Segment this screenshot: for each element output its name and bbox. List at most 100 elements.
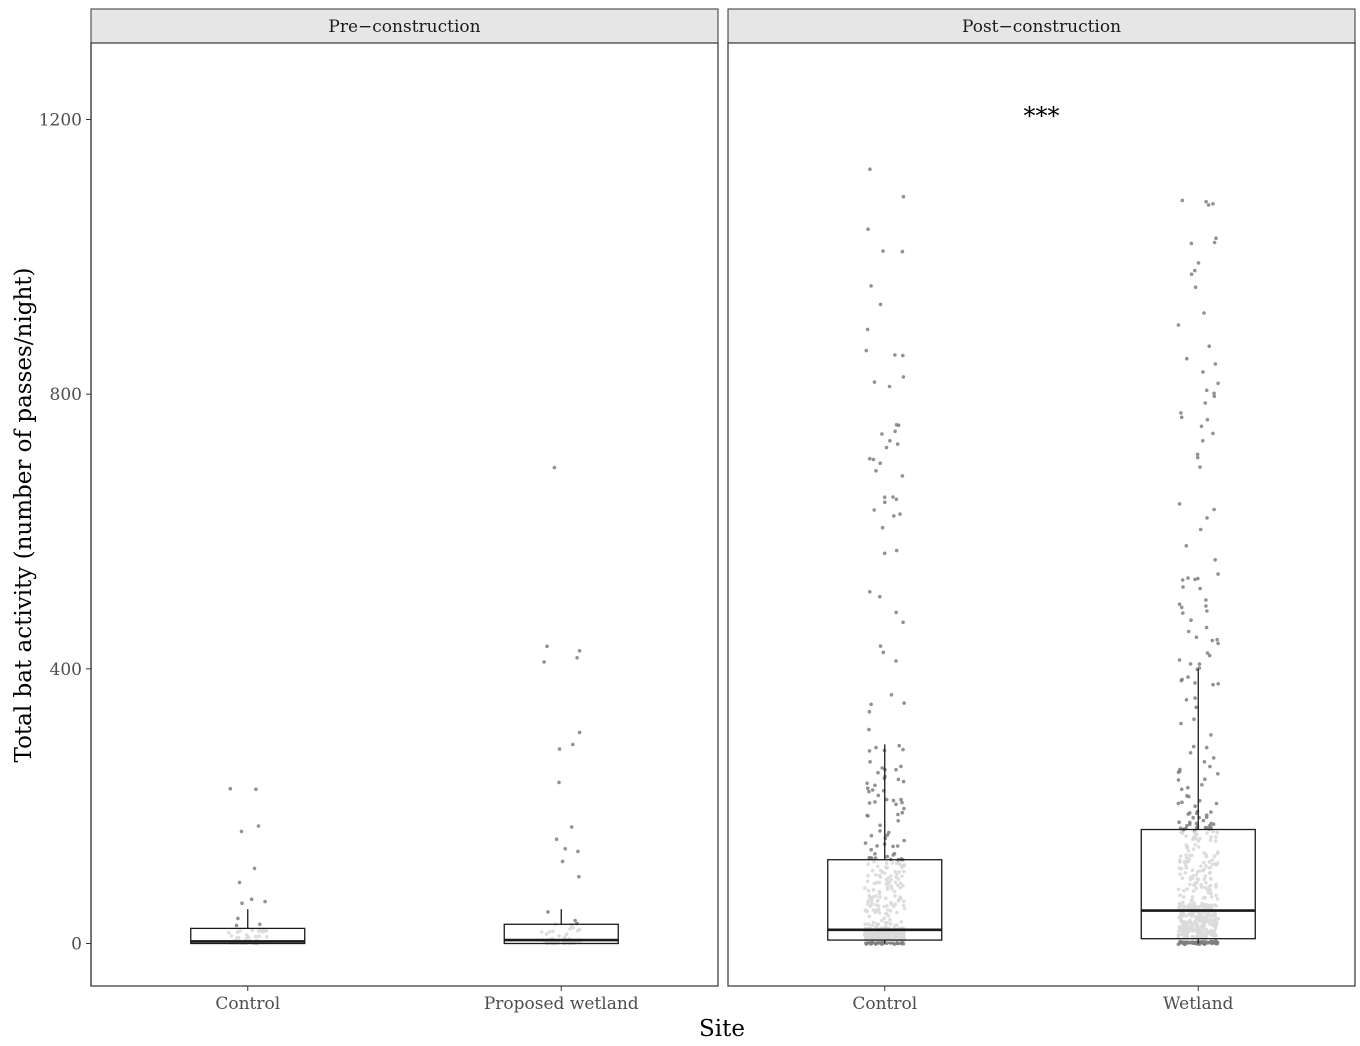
data-point	[545, 644, 549, 649]
data-point	[1205, 516, 1209, 520]
data-point	[901, 903, 906, 908]
data-point	[1209, 876, 1213, 881]
boxplot-control	[827, 744, 943, 944]
data-point	[1184, 834, 1188, 838]
data-point	[896, 819, 900, 823]
data-point	[890, 861, 895, 865]
data-point	[900, 810, 905, 815]
data-point	[1181, 900, 1185, 904]
data-point	[1176, 887, 1181, 892]
data-point	[1214, 922, 1219, 927]
data-point	[1205, 831, 1209, 835]
data-point	[873, 783, 877, 788]
data-point	[875, 844, 879, 848]
data-point	[259, 929, 263, 933]
data-point	[886, 876, 890, 880]
data-point	[1212, 854, 1217, 859]
data-point	[1180, 198, 1185, 203]
data-point	[1212, 391, 1216, 396]
data-point	[881, 249, 885, 253]
data-point	[1211, 431, 1215, 436]
data-point	[1191, 744, 1196, 749]
data-point	[1177, 502, 1182, 506]
data-point	[1201, 818, 1206, 823]
data-point	[893, 880, 898, 885]
data-point	[874, 469, 878, 473]
data-point	[1209, 825, 1213, 830]
data-point	[864, 935, 868, 939]
data-point	[896, 777, 901, 782]
data-point	[1194, 635, 1199, 639]
data-point	[1177, 820, 1181, 824]
x-tick-label: Wetland	[1163, 994, 1234, 1014]
data-point	[889, 878, 894, 882]
data-point	[1186, 941, 1190, 945]
data-point	[894, 610, 898, 615]
data-point	[1189, 272, 1194, 277]
data-point	[884, 911, 888, 916]
data-point	[1206, 891, 1211, 895]
data-point	[1183, 920, 1188, 924]
data-point	[880, 432, 884, 436]
data-point	[901, 883, 905, 888]
data-point	[235, 930, 240, 934]
data-point	[894, 872, 899, 877]
data-point	[876, 793, 881, 798]
data-point	[902, 869, 906, 874]
data-point	[1207, 885, 1211, 889]
data-point	[897, 743, 901, 748]
data-point	[1180, 677, 1184, 682]
data-point	[886, 930, 891, 935]
data-point	[1191, 904, 1195, 908]
data-point	[577, 874, 581, 879]
data-point	[1191, 815, 1195, 820]
data-point	[1196, 576, 1200, 581]
data-point	[870, 788, 875, 792]
data-point	[1211, 756, 1216, 760]
data-point	[546, 910, 550, 914]
data-point	[239, 829, 244, 834]
data-point	[894, 423, 899, 427]
data-point	[1189, 940, 1193, 945]
data-point	[885, 854, 890, 859]
data-point	[1194, 837, 1198, 841]
data-point	[575, 928, 580, 933]
data-point	[900, 249, 905, 254]
data-point	[1200, 903, 1204, 908]
data-point	[1212, 240, 1217, 245]
data-point	[1208, 905, 1213, 909]
data-point	[902, 899, 906, 903]
data-point	[878, 594, 882, 599]
data-point	[869, 833, 874, 838]
data-point	[1203, 825, 1208, 830]
data-point	[1204, 199, 1208, 204]
data-point	[568, 926, 572, 931]
data-point	[1214, 904, 1218, 908]
data-point	[878, 875, 883, 879]
data-point	[866, 873, 870, 878]
data-point	[877, 891, 882, 896]
data-point	[889, 693, 894, 697]
data-point	[1213, 362, 1218, 366]
data-point	[1178, 854, 1183, 858]
data-point	[573, 918, 577, 923]
points-layer	[227, 167, 1220, 947]
data-point	[1192, 717, 1196, 721]
data-point	[1188, 662, 1193, 666]
data-point	[1194, 922, 1199, 927]
data-point	[557, 934, 561, 938]
data-point	[1213, 558, 1217, 562]
data-point	[1212, 507, 1216, 512]
data-point	[1208, 913, 1212, 918]
data-point	[577, 730, 582, 735]
data-point	[1188, 918, 1192, 923]
data-point	[894, 767, 898, 772]
data-point	[897, 897, 901, 902]
data-point	[1205, 609, 1209, 613]
data-point	[258, 922, 262, 927]
data-point	[867, 709, 872, 714]
data-point	[1196, 870, 1200, 874]
data-point	[1176, 770, 1181, 774]
data-point	[1204, 604, 1208, 608]
data-point	[1205, 417, 1210, 422]
